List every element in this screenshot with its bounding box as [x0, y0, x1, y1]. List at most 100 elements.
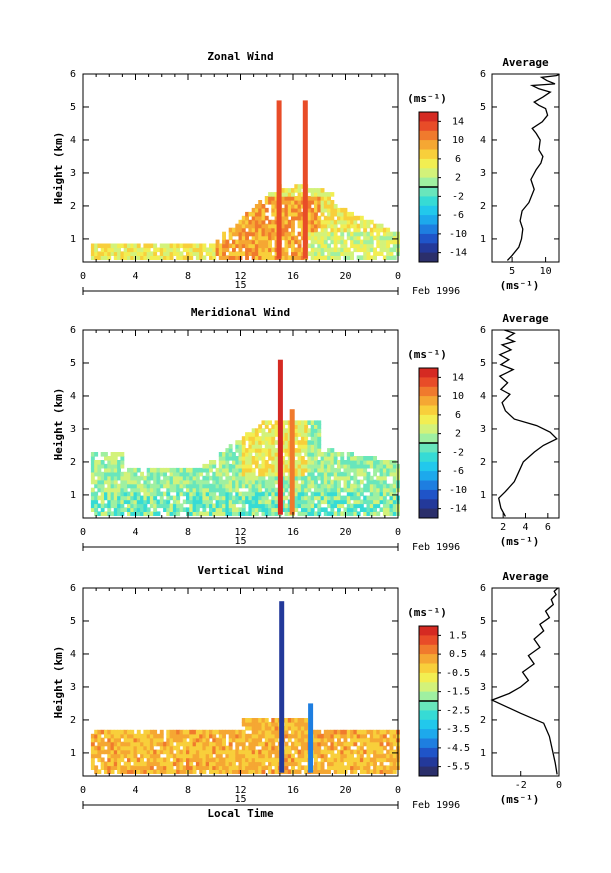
- heatmap-cell: [94, 251, 99, 256]
- heatmap-cell: [366, 487, 371, 493]
- heatmap-cell: [350, 765, 354, 770]
- heatmap-cell: [110, 456, 115, 461]
- heatmap-cell: [179, 491, 184, 497]
- heatmap-cell: [320, 223, 325, 229]
- heatmap-cell: [327, 467, 331, 473]
- heatmap-cell: [251, 479, 256, 485]
- heatmap-cell: [284, 215, 289, 221]
- heatmap-cell: [182, 765, 187, 770]
- heatmap-cell: [297, 223, 302, 229]
- heatmap-cell: [389, 753, 394, 759]
- heatmap-cell: [136, 243, 141, 249]
- heatmap-cell: [241, 456, 246, 461]
- heatmap-cell: [386, 765, 391, 770]
- heatmap-cell: [268, 251, 272, 256]
- heatmap-cell: [291, 725, 295, 731]
- heatmap-cell: [297, 211, 302, 217]
- heatmap-cell: [369, 757, 374, 763]
- heatmap-cell: [123, 471, 128, 477]
- heatmap-cell: [130, 499, 135, 505]
- heatmap-cell: [248, 456, 253, 461]
- heatmap-cell: [297, 444, 302, 449]
- heatmap-cell: [113, 247, 118, 253]
- heatmap-cell: [291, 251, 295, 256]
- heatmap-cell: [320, 247, 325, 253]
- heatmap-cell: [297, 251, 302, 256]
- heatmap-cell: [232, 761, 236, 767]
- heatmap-cell: [353, 741, 358, 747]
- heatmap-cell: [271, 255, 276, 260]
- heatmap-cell: [346, 460, 351, 465]
- heatmap-cell: [189, 749, 194, 755]
- heatmap-cell: [258, 765, 263, 770]
- heatmap-cell: [340, 463, 345, 469]
- colorbar-tick-label: 0.5: [449, 649, 467, 660]
- heatmap-cell: [104, 247, 108, 253]
- heatmap-cell: [376, 499, 381, 505]
- colorbar: (ms⁻¹)1.50.5-0.5-1.5-2.5-3.5-4.5-5.5: [407, 606, 470, 777]
- heatmap-cell: [327, 456, 331, 461]
- heatmap-cell: [317, 436, 322, 441]
- heatmap-cell: [392, 467, 397, 473]
- heatmap-cell: [340, 753, 345, 759]
- heatmap-cell: [264, 765, 269, 770]
- heatmap-cell: [143, 251, 148, 256]
- heatmap-cell: [317, 769, 322, 774]
- heatmap-cell: [186, 491, 190, 497]
- heatmap-cell: [205, 483, 210, 489]
- heatmap-spike: [277, 359, 283, 515]
- heatmap-cell: [258, 761, 263, 767]
- heatmap-cell: [330, 503, 335, 509]
- heatmap-cell: [225, 479, 230, 485]
- heatmap-cell: [192, 467, 197, 473]
- heatmap-cell: [307, 211, 312, 217]
- heatmap-cell: [350, 753, 354, 759]
- heatmap-cell: [389, 737, 394, 743]
- heatmap-cell: [271, 200, 276, 205]
- heatmap-cell: [294, 239, 299, 245]
- heatmap-cell: [238, 251, 243, 256]
- heatmap-cell: [120, 460, 125, 465]
- heatmap-cell: [199, 483, 204, 489]
- heatmap-cell: [356, 255, 361, 260]
- heatmap-cell: [369, 769, 374, 774]
- heatmap-cell: [323, 452, 328, 457]
- heatmap-cell: [369, 456, 374, 461]
- heatmap-cell: [235, 255, 240, 260]
- heatmap-cell: [304, 436, 309, 441]
- heatmap-cell: [258, 200, 263, 205]
- heatmap-cell: [382, 460, 387, 465]
- heatmap-cell: [369, 499, 374, 505]
- heatmap-cell: [222, 247, 226, 253]
- heatmap-cell: [350, 487, 354, 493]
- heatmap-cell: [287, 204, 292, 209]
- heatmap-cell: [100, 495, 105, 501]
- heatmap-cell: [294, 745, 299, 751]
- heatmap-cell: [166, 507, 171, 512]
- heatmap-cell: [251, 239, 256, 245]
- heatmap-cell: [238, 456, 243, 461]
- heatmap-cell: [294, 495, 299, 501]
- heatmap-cell: [353, 511, 358, 516]
- heatmap-cell: [373, 255, 377, 260]
- heatmap-cell: [320, 219, 325, 225]
- heatmap-cell: [163, 507, 167, 512]
- y-tick-label: 1: [70, 748, 76, 759]
- colorbar-swatch: [419, 187, 438, 197]
- heatmap-cell: [346, 475, 351, 481]
- heatmap-cell: [330, 227, 335, 233]
- heatmap-cell: [117, 729, 121, 735]
- heatmap-cell: [284, 479, 289, 485]
- heatmap-cell: [212, 483, 217, 489]
- heatmap-cell: [274, 200, 279, 205]
- heatmap-cell: [379, 487, 384, 493]
- heatmap-cell: [343, 741, 348, 747]
- heatmap-cell: [284, 243, 289, 249]
- heatmap-cell: [163, 243, 167, 249]
- profile-title: Average: [502, 570, 549, 583]
- heatmap-cell: [330, 761, 335, 767]
- heatmap-cell: [300, 757, 305, 763]
- heatmap-cell: [268, 223, 272, 229]
- heatmap-cell: [228, 757, 233, 763]
